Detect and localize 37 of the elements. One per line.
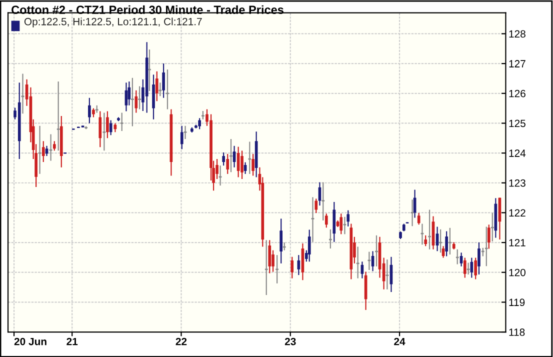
y-tick-label: 126	[509, 90, 526, 98]
x-tick-label: 21	[66, 338, 78, 346]
candlestick	[310, 196, 315, 242]
candlestick	[20, 73, 25, 114]
candlestick	[385, 258, 390, 290]
annotation: Op:122.5, Hi:122.5, Lo:121.1, Cl:121.7	[24, 18, 202, 28]
candlestick	[56, 80, 60, 152]
y-tick-label: 121	[509, 239, 526, 246]
candlestick	[48, 134, 53, 162]
candlestick	[410, 199, 414, 227]
candlestick	[356, 246, 360, 279]
y-tick-label: 118	[509, 328, 525, 336]
candlestick	[120, 112, 124, 132]
y-tick-label: 119	[509, 298, 525, 306]
y-tick-label: 123	[509, 179, 526, 187]
candlestick	[158, 82, 162, 97]
candlestick	[466, 262, 470, 275]
x-tick-label: 22	[176, 338, 187, 346]
y-tick-label: 122	[509, 209, 526, 216]
candlestick	[102, 112, 106, 152]
y-tick-label: 120	[509, 268, 526, 276]
candlestick	[342, 216, 347, 235]
candlestick	[420, 223, 424, 246]
y-tick-label: 125	[509, 120, 526, 128]
candlestick	[183, 125, 188, 140]
y-tick-label: 128	[509, 30, 526, 38]
y-tick-label: 124	[509, 150, 526, 157]
candlestick	[455, 248, 460, 265]
x-tick-label: 20 Jun	[14, 338, 46, 346]
y-tick-label: 127	[509, 60, 526, 68]
x-tick-label: 23	[284, 338, 296, 346]
candlestick	[264, 240, 268, 296]
candlestick	[81, 125, 84, 128]
x-tick-label: 24	[394, 338, 406, 346]
candlestick	[218, 165, 222, 186]
candlestick	[367, 251, 372, 271]
candlestick	[321, 182, 326, 222]
